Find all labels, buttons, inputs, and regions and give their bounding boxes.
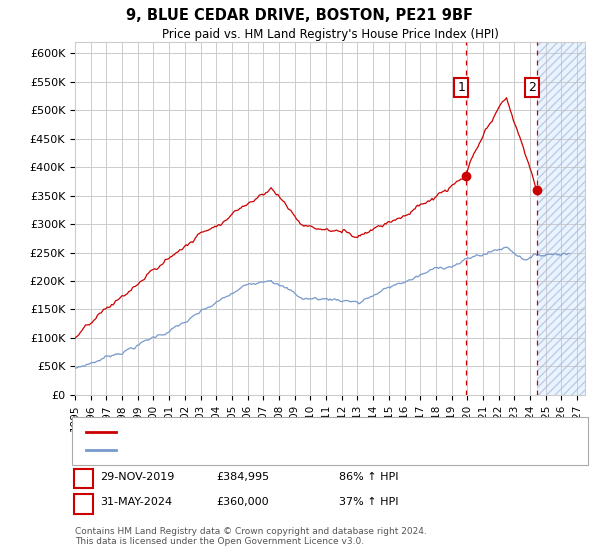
Text: 1: 1 xyxy=(457,81,465,94)
Text: 29-NOV-2019: 29-NOV-2019 xyxy=(100,472,175,482)
Text: £384,995: £384,995 xyxy=(216,472,269,482)
Text: 2: 2 xyxy=(80,497,87,507)
Text: HPI: Average price, detached house, Boston: HPI: Average price, detached house, Bost… xyxy=(122,445,351,455)
Text: 9, BLUE CEDAR DRIVE, BOSTON, PE21 9BF (detached house): 9, BLUE CEDAR DRIVE, BOSTON, PE21 9BF (d… xyxy=(122,427,437,437)
Title: Price paid vs. HM Land Registry's House Price Index (HPI): Price paid vs. HM Land Registry's House … xyxy=(161,28,499,41)
Text: 9, BLUE CEDAR DRIVE, BOSTON, PE21 9BF: 9, BLUE CEDAR DRIVE, BOSTON, PE21 9BF xyxy=(127,8,473,24)
Text: 37% ↑ HPI: 37% ↑ HPI xyxy=(339,497,398,507)
Text: 86% ↑ HPI: 86% ↑ HPI xyxy=(339,472,398,482)
Text: £360,000: £360,000 xyxy=(216,497,269,507)
Text: 31-MAY-2024: 31-MAY-2024 xyxy=(100,497,172,507)
Bar xyxy=(536,42,585,395)
Text: Contains HM Land Registry data © Crown copyright and database right 2024.
This d: Contains HM Land Registry data © Crown c… xyxy=(75,526,427,546)
Text: 1: 1 xyxy=(80,472,87,482)
Bar xyxy=(536,42,585,395)
Text: 2: 2 xyxy=(528,81,536,94)
